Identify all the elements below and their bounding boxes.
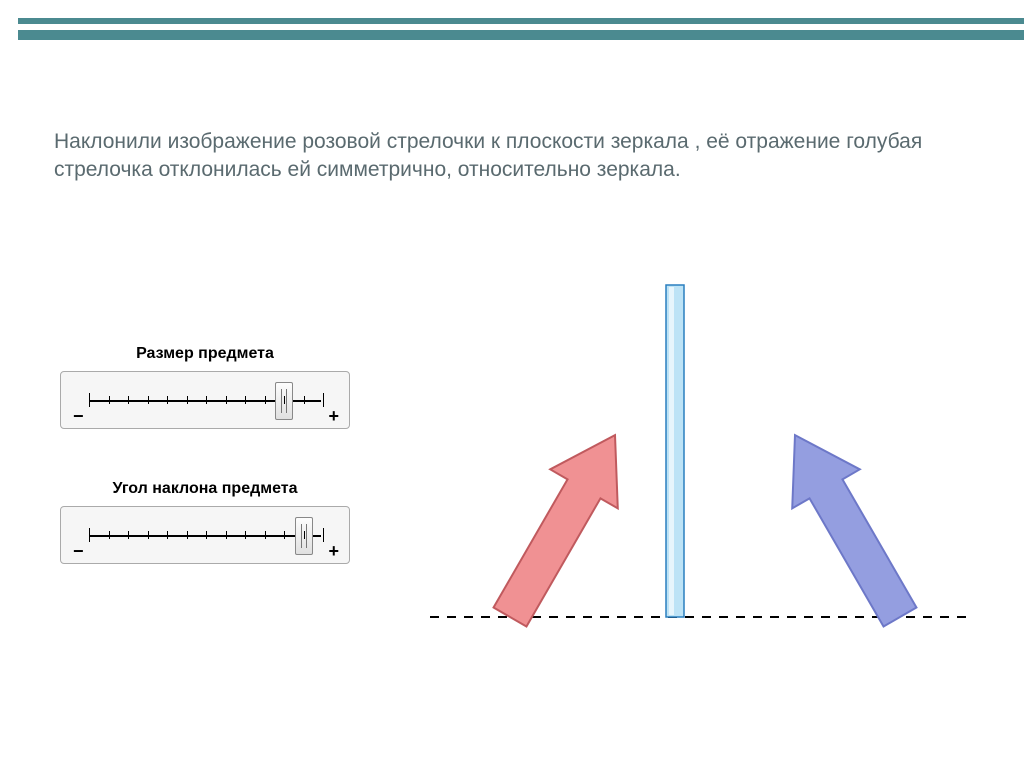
slider-track (89, 535, 321, 537)
minus-icon: − (73, 541, 84, 562)
header-bar-thick (18, 30, 1024, 40)
minus-icon: − (73, 406, 84, 427)
slider-size-box[interactable]: − + (60, 371, 350, 429)
header-bar-thin (18, 18, 1024, 24)
slider-size: Размер предмета − + (60, 345, 350, 429)
header-decoration (0, 0, 1024, 46)
slider-angle-box[interactable]: − + (60, 506, 350, 564)
plus-icon: + (328, 406, 339, 427)
slider-angle-title: Угол наклона предмета (60, 480, 350, 498)
mirror-diagram (420, 265, 980, 635)
description-text: Наклонили изображение розовой стрелочки … (54, 128, 944, 185)
slider-size-title: Размер предмета (60, 345, 350, 363)
slider-angle: Угол наклона предмета − + (60, 480, 350, 564)
plus-icon: + (328, 541, 339, 562)
